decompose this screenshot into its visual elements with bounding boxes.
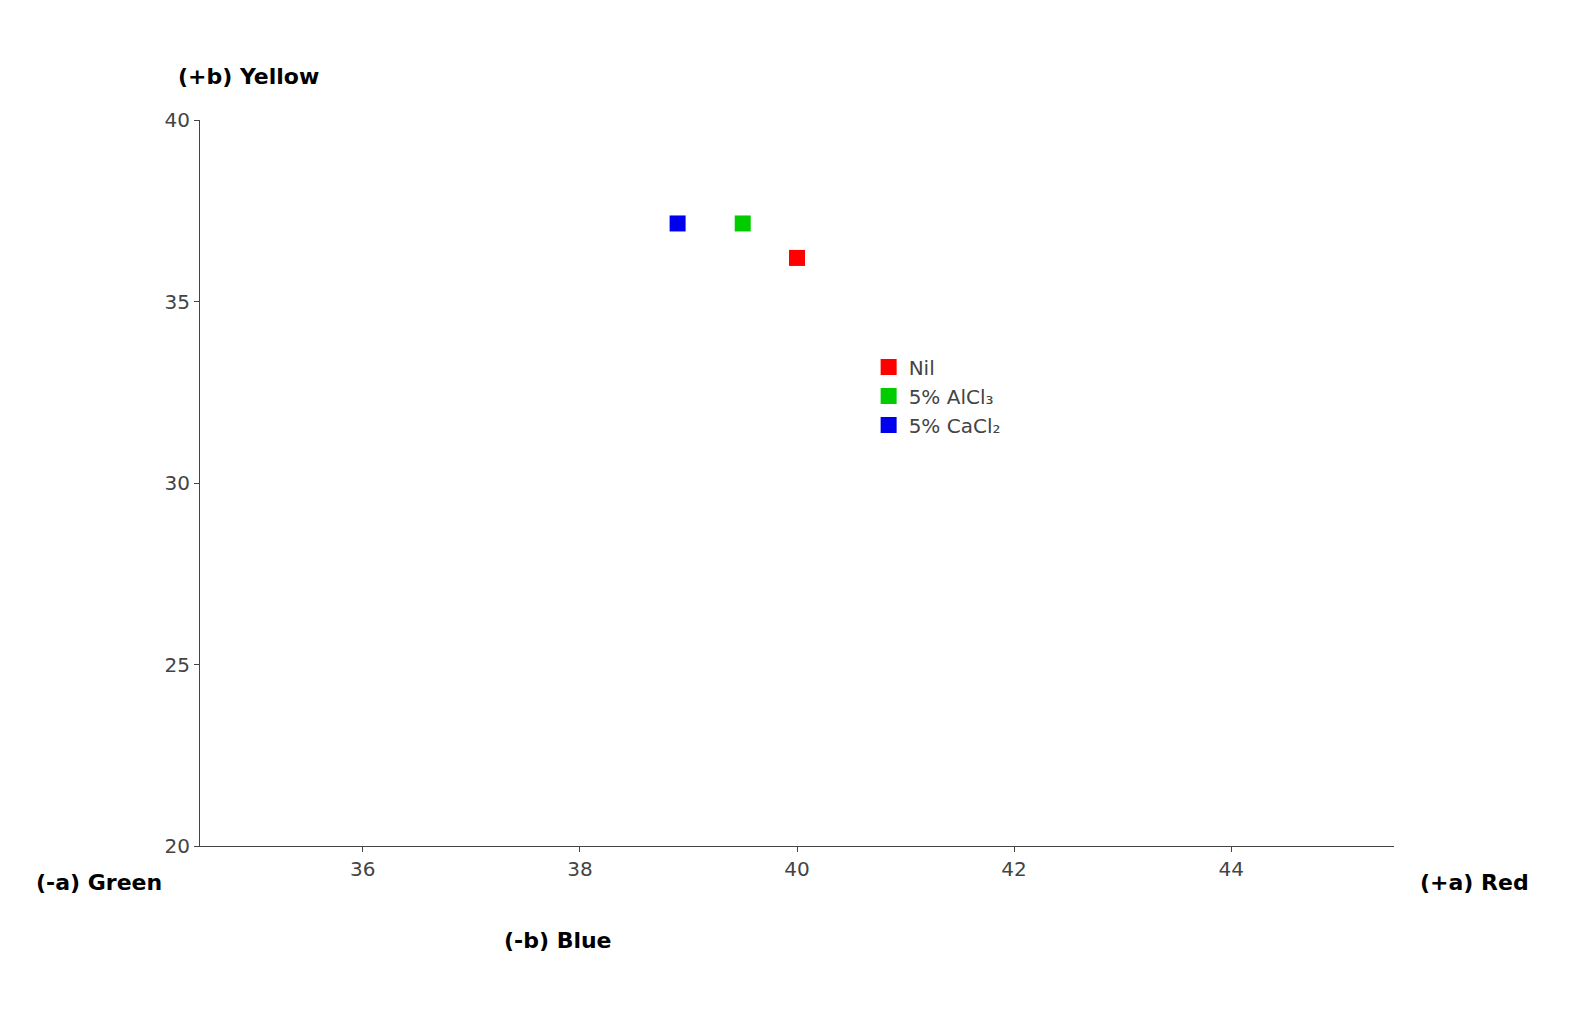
svg-text:40: 40 [165,108,190,132]
svg-text:(+a) Red: (+a) Red [1420,870,1529,895]
svg-text:25: 25 [165,653,190,677]
svg-text:5% CaCl₂: 5% CaCl₂ [909,414,1001,438]
svg-text:Nil: Nil [909,356,935,380]
svg-text:20: 20 [165,834,190,858]
svg-text:5% AlCl₃: 5% AlCl₃ [909,385,994,409]
svg-text:30: 30 [165,471,190,495]
svg-text:(-a) Green: (-a) Green [36,870,162,895]
svg-text:36: 36 [350,857,375,881]
svg-text:42: 42 [1001,857,1026,881]
svg-text:35: 35 [165,290,190,314]
svg-text:44: 44 [1218,857,1243,881]
svg-text:40: 40 [784,857,809,881]
svg-text:38: 38 [567,857,592,881]
svg-text:(-b) Blue: (-b) Blue [504,928,612,953]
svg-text:(+b) Yellow: (+b) Yellow [178,64,319,89]
